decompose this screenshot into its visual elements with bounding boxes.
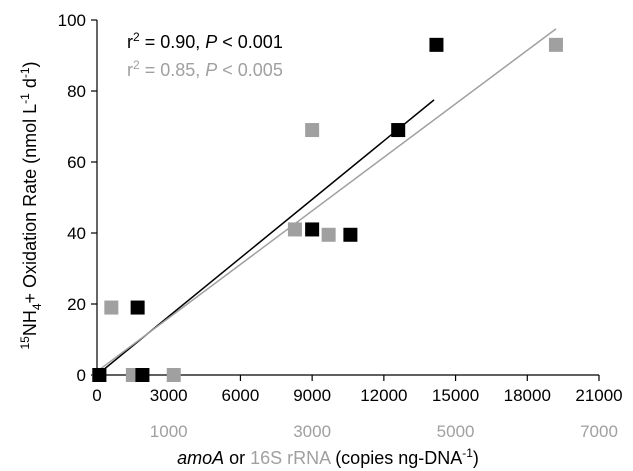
y-tick-label: 80: [67, 82, 86, 101]
data-points: [92, 37, 563, 382]
x2-tick-label: 7000: [580, 422, 618, 441]
y-tick-label: 40: [67, 224, 86, 243]
data-point-amoa: [305, 222, 320, 237]
data-point-amoa: [135, 368, 150, 382]
x2-tick-label: 3000: [293, 422, 331, 441]
x-tick-label: 21000: [575, 386, 622, 405]
x-tick-label: 18000: [504, 386, 551, 405]
y-tick-label: 0: [77, 366, 86, 385]
x-tick-label: 12000: [360, 386, 407, 405]
x-tick-label: 9000: [293, 386, 331, 405]
fit-line-16s-rrna: [96, 28, 557, 373]
fit-lines: [96, 28, 557, 376]
y-tick-label: 60: [67, 153, 86, 172]
annotations: r2 = 0.90, P < 0.001 r2 = 0.85, P < 0.005: [127, 30, 283, 80]
x-axis-label: amoA or 16S rRNA (copies ng-DNA-1): [177, 446, 479, 468]
axis-labels: 15NH4+ Oxidation Rate (nmol L-1 d-1) amoA…: [18, 61, 479, 468]
data-point-amoa: [343, 227, 358, 242]
data-point-16s-rrna: [287, 222, 302, 237]
data-point-16s-rrna: [548, 37, 563, 52]
annotation-16s-rrna: r2 = 0.85, P < 0.005: [127, 58, 283, 80]
x-tick-label: 6000: [222, 386, 260, 405]
data-point-16s-rrna: [166, 368, 181, 382]
y-tick-label: 20: [67, 295, 86, 314]
x-tick-label: 0: [92, 386, 101, 405]
x-tick-label: 15000: [432, 386, 479, 405]
x-tick-label: 3000: [150, 386, 188, 405]
data-point-amoa: [130, 300, 145, 315]
data-point-amoa: [92, 368, 107, 382]
data-point-amoa: [429, 37, 444, 52]
x2-tick-label: 1000: [150, 422, 188, 441]
data-point-16s-rrna: [104, 300, 119, 315]
y-tick-label: 100: [58, 11, 86, 30]
data-point-16s-rrna: [305, 123, 320, 138]
annotation-amoa: r2 = 0.90, P < 0.001: [127, 30, 283, 52]
data-point-amoa: [391, 123, 406, 138]
x2-tick-label: 5000: [437, 422, 475, 441]
data-point-16s-rrna: [321, 227, 336, 242]
y-axis-label: 15NH4+ Oxidation Rate (nmol L-1 d-1): [18, 61, 44, 349]
